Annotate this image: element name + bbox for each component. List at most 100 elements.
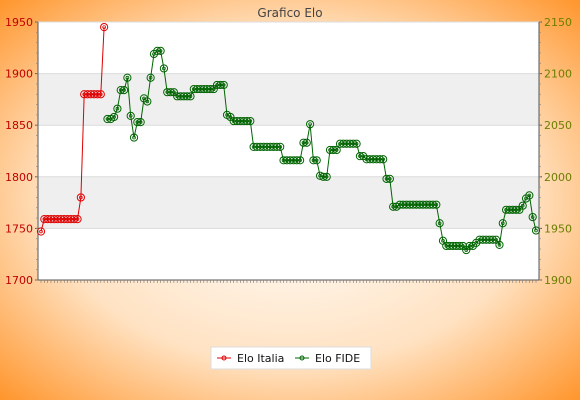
data-point — [259, 142, 268, 151]
data-point-core — [278, 145, 282, 149]
data-point — [399, 200, 408, 209]
y-left-tick-label: 1950 — [5, 16, 33, 29]
data-point-core — [102, 25, 106, 29]
data-point — [495, 240, 504, 250]
data-point — [432, 200, 441, 209]
data-point — [475, 235, 484, 244]
data-point — [53, 215, 62, 224]
data-point — [322, 172, 331, 181]
data-point — [249, 142, 258, 151]
y-right-tick-label: 2050 — [544, 119, 572, 132]
data-point — [123, 73, 132, 82]
data-point — [109, 112, 119, 122]
data-point — [116, 86, 125, 95]
y-left-tick-label: 1750 — [5, 222, 33, 235]
data-point — [272, 142, 281, 151]
data-point — [40, 215, 49, 224]
data-point — [372, 155, 381, 164]
data-point — [66, 215, 75, 224]
data-point — [485, 235, 494, 244]
grid-band — [38, 73, 539, 126]
data-point — [345, 139, 355, 148]
legend-marker — [221, 355, 227, 361]
data-point-core — [304, 140, 309, 145]
data-point — [355, 152, 365, 161]
data-point-core — [138, 120, 143, 124]
data-point — [279, 156, 288, 165]
data-point-core — [79, 195, 83, 200]
data-point — [60, 215, 69, 224]
data-point — [232, 116, 242, 126]
data-point — [478, 235, 487, 244]
data-point — [309, 156, 318, 165]
data-point — [269, 142, 278, 151]
data-point — [276, 142, 285, 151]
data-point — [159, 64, 169, 73]
data-point — [126, 111, 135, 121]
data-point-core — [500, 221, 505, 226]
data-point-core — [381, 157, 385, 162]
legend: Elo Italia Elo FIDE — [210, 346, 372, 370]
data-point-core — [494, 237, 498, 242]
data-point-core — [98, 92, 103, 97]
data-point-core — [148, 75, 153, 80]
data-point — [445, 241, 454, 251]
data-point — [528, 212, 537, 222]
data-point-core — [520, 203, 525, 208]
grid-band — [38, 176, 539, 229]
data-point — [379, 155, 388, 164]
data-point — [96, 90, 105, 99]
data-point — [246, 116, 255, 126]
data-point — [216, 80, 225, 90]
data-point — [189, 84, 198, 94]
data-point — [193, 84, 202, 94]
data-point — [352, 139, 361, 148]
data-point — [93, 90, 102, 99]
data-point — [56, 215, 66, 224]
data-point — [325, 145, 335, 155]
data-point-core — [75, 217, 80, 221]
data-point-core — [517, 208, 522, 212]
data-point — [302, 138, 311, 147]
legend-box — [210, 346, 372, 370]
data-point — [448, 241, 458, 251]
data-point — [418, 200, 428, 209]
data-point — [73, 215, 82, 224]
data-point — [412, 200, 421, 209]
plot-area: 1700 1750 1800 1850 1900 1950 1900 1950 2000 2050… — [5, 16, 572, 287]
chart-title: Grafico Elo — [257, 6, 322, 20]
data-point — [143, 97, 152, 106]
data-point — [156, 46, 165, 55]
data-point-core — [158, 49, 163, 53]
data-point-core — [298, 158, 302, 163]
data-point — [442, 241, 451, 251]
data-point — [502, 205, 511, 214]
data-point — [219, 80, 228, 90]
data-point — [422, 200, 431, 209]
data-point — [296, 156, 305, 165]
data-point — [329, 145, 338, 155]
data-point — [153, 46, 162, 55]
data-point — [166, 88, 175, 97]
data-point-core — [128, 114, 133, 118]
data-point — [186, 92, 195, 101]
data-point — [183, 92, 192, 101]
data-point — [365, 155, 374, 164]
data-point — [146, 73, 155, 82]
data-point — [236, 116, 245, 126]
data-point — [505, 205, 514, 214]
plot-background — [38, 22, 539, 280]
data-point — [299, 138, 308, 147]
data-point — [70, 215, 79, 224]
data-point-core — [221, 83, 226, 87]
data-point-core — [228, 115, 233, 119]
data-point — [86, 90, 95, 99]
y-left-tick-label: 1850 — [5, 119, 33, 132]
data-point — [196, 84, 205, 94]
legend-marker — [299, 355, 305, 361]
data-point — [286, 156, 295, 165]
data-point — [369, 155, 378, 164]
data-point — [385, 174, 394, 183]
data-point — [508, 205, 517, 214]
